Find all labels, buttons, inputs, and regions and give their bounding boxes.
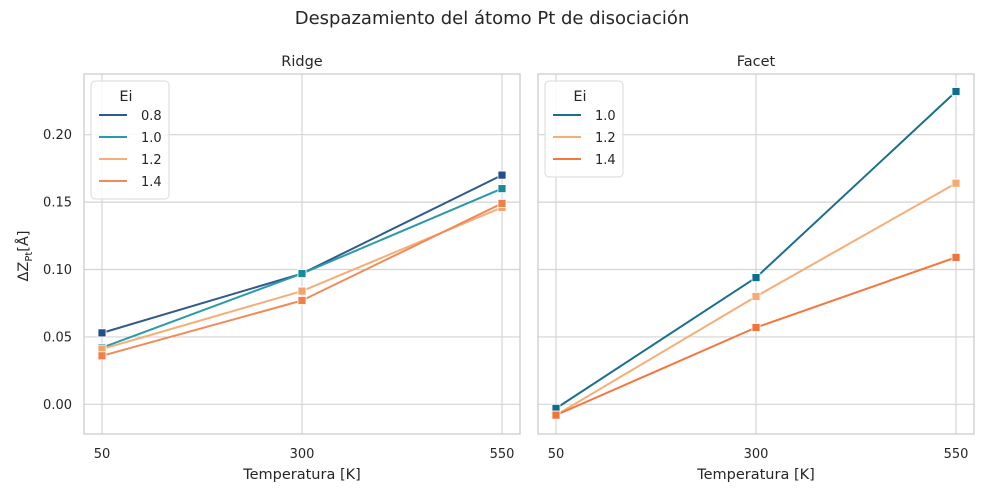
legend-title: Ei (119, 89, 132, 105)
y-axis-label: ΔZPt[Å] (15, 230, 35, 281)
data-point (297, 286, 307, 296)
data-point (97, 351, 107, 361)
data-point (297, 269, 307, 278)
y-tick-label: 0.20 (43, 128, 72, 143)
data-point (497, 170, 507, 180)
x-tick-label: 50 (94, 447, 111, 462)
legend-entry: 1.4 (141, 175, 162, 190)
x-axis-label: Temperatura [K] (242, 467, 361, 483)
panel-title: Facet (737, 54, 776, 70)
x-tick-label: 550 (490, 447, 515, 462)
y-tick-label: 0.15 (43, 196, 72, 211)
x-tick-label: 300 (290, 447, 315, 462)
plot-frame (537, 73, 975, 435)
y-tick-label: 0.00 (43, 398, 72, 413)
data-point (751, 323, 761, 332)
data-point (551, 410, 561, 420)
legend-box (544, 80, 624, 178)
data-point (497, 184, 507, 194)
data-point (297, 296, 307, 305)
x-tick-label: 300 (744, 447, 769, 462)
legend-entry: 1.4 (595, 153, 616, 168)
data-point (751, 273, 761, 282)
plot-frame (83, 73, 521, 435)
legend-entry: 1.2 (141, 153, 162, 168)
data-point (951, 87, 961, 96)
data-point (97, 328, 107, 338)
legend-title: Ei (573, 89, 586, 105)
data-point (751, 292, 761, 301)
legend-entry: 1.2 (595, 131, 616, 146)
figure-title: Despazamiento del átomo Pt de disociació… (295, 8, 690, 29)
panel-title: Ridge (281, 54, 323, 70)
x-axis-label: Temperatura [K] (696, 467, 815, 483)
ridge-panel: Ridge 50 300 550 Temperatura [K] 0.00 0.05 0.10… (43, 54, 521, 483)
data-point (497, 199, 507, 208)
facet-panel: Facet 50 300 550 Temperatura [K] Ei 1.0 1.2 1.4 (537, 54, 975, 483)
y-tick-label: 0.10 (43, 263, 72, 278)
data-point (951, 252, 961, 262)
data-point (951, 178, 961, 188)
x-tick-label: 550 (944, 447, 969, 462)
legend-box (90, 80, 170, 200)
legend-entry: 0.8 (141, 109, 162, 124)
y-tick-label: 0.05 (43, 330, 72, 345)
x-tick-label: 50 (548, 447, 565, 462)
legend-entry: 1.0 (595, 109, 616, 124)
legend-entry: 1.0 (141, 131, 162, 146)
